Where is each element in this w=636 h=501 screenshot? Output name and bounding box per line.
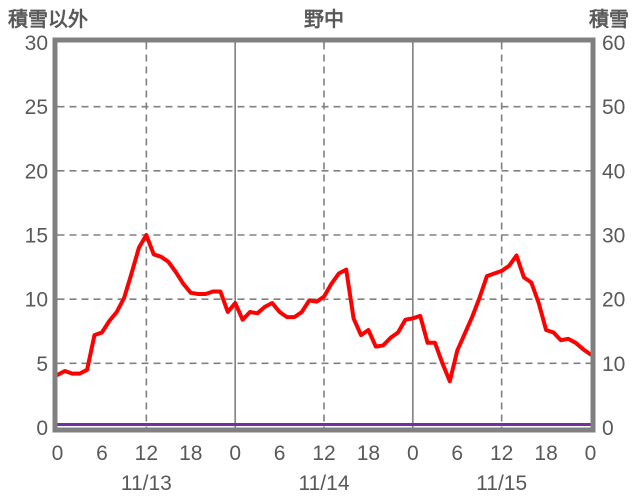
x-axis-hour-label: 18: [179, 442, 202, 465]
x-axis-date-label: 11/13: [121, 472, 172, 495]
right-axis-tick-label: 40: [602, 160, 625, 183]
x-axis-hour-label: 12: [312, 442, 335, 465]
left-axis-tick-label: 5: [36, 353, 48, 376]
x-axis-hour-label: 0: [229, 442, 241, 465]
right-axis-tick-label: 0: [602, 417, 614, 440]
x-axis-hour-label: 0: [52, 442, 64, 465]
plot-border: [52, 37, 596, 433]
left-axis-title: 積雪以外: [8, 7, 88, 31]
right-axis-title: 積雪: [589, 8, 629, 31]
right-axis-tick-label: 20: [602, 289, 625, 312]
x-axis-hour-label: 6: [451, 442, 463, 465]
right-axis-tick-label: 10: [602, 353, 625, 376]
left-axis-tick-label: 30: [25, 32, 48, 55]
x-axis-hour-label: 12: [490, 442, 513, 465]
left-axis-tick-label: 10: [25, 289, 48, 312]
series-lines: [55, 233, 593, 426]
x-axis-hour-label: 0: [407, 442, 419, 465]
left-axis-tick-label: 15: [25, 225, 48, 248]
series-line-other: [55, 233, 593, 384]
x-axis-hour-label: 18: [357, 442, 380, 465]
right-axis-tick-label: 60: [602, 32, 625, 55]
x-axis-hour-label: 18: [534, 442, 557, 465]
left-axis-tick-label: 25: [25, 96, 48, 119]
left-axis-tick-label: 0: [36, 417, 48, 440]
gridlines: [57, 42, 591, 428]
left-axis-tick-label: 20: [25, 160, 48, 183]
x-axis-hour-label: 0: [585, 442, 597, 465]
right-axis-tick-label: 50: [602, 96, 625, 119]
x-axis-date-label: 11/15: [476, 472, 527, 495]
x-axis-hour-label: 12: [135, 442, 158, 465]
x-axis-hour-label: 6: [274, 442, 286, 465]
x-axis-hour-label: 6: [96, 442, 108, 465]
x-axis-date-label: 11/14: [299, 472, 350, 495]
chart-title: 野中: [304, 7, 344, 31]
right-axis-tick-label: 30: [602, 225, 625, 248]
